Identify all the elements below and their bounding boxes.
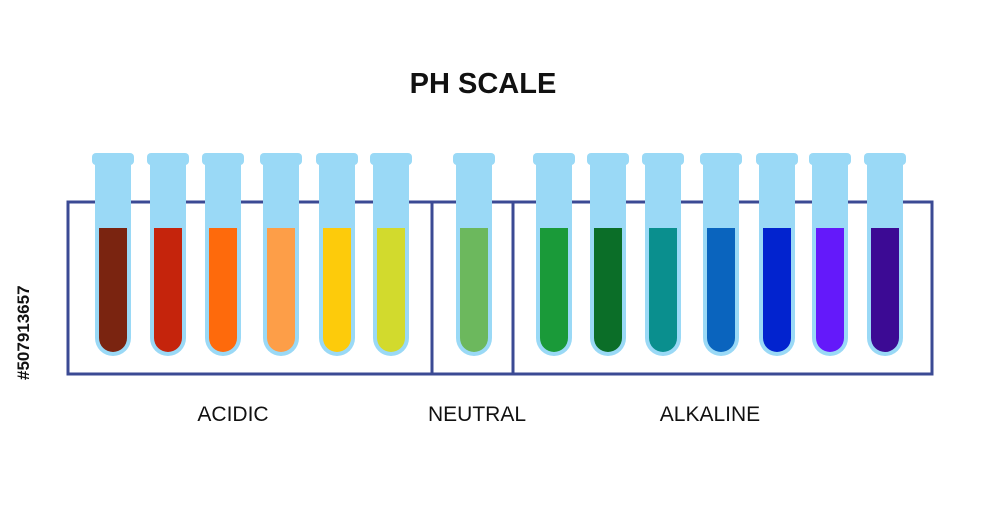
group-label: ACIDIC (197, 403, 268, 426)
tube-cap (202, 153, 244, 165)
tube-cap (533, 153, 575, 165)
tube-liquid (871, 228, 899, 352)
tube-liquid (816, 228, 844, 352)
tube-cap (92, 153, 134, 165)
title: PH SCALE (410, 68, 557, 100)
tube-cap (864, 153, 906, 165)
tube-cap (587, 153, 629, 165)
tube-liquid (323, 228, 351, 352)
tube-liquid (707, 228, 735, 352)
tube-cap (370, 153, 412, 165)
tubes (92, 153, 906, 356)
group-label: ALKALINE (660, 403, 760, 426)
tube-cap (642, 153, 684, 165)
tube-cap (260, 153, 302, 165)
tube-cap (700, 153, 742, 165)
tube-liquid (460, 228, 488, 352)
tube-liquid (649, 228, 677, 352)
tube-liquid (763, 228, 791, 352)
tube-liquid (99, 228, 127, 352)
tube-cap (316, 153, 358, 165)
tube-liquid (209, 228, 237, 352)
tube-cap (756, 153, 798, 165)
tube-liquid (267, 228, 295, 352)
stock-id: #507913657 (14, 285, 33, 380)
tube-cap (809, 153, 851, 165)
tube-liquid (594, 228, 622, 352)
tube-liquid (377, 228, 405, 352)
group-label: NEUTRAL (428, 403, 526, 426)
tube-liquid (540, 228, 568, 352)
frame (66, 200, 934, 376)
tube-liquid (154, 228, 182, 352)
tube-cap (453, 153, 495, 165)
tube-cap (147, 153, 189, 165)
